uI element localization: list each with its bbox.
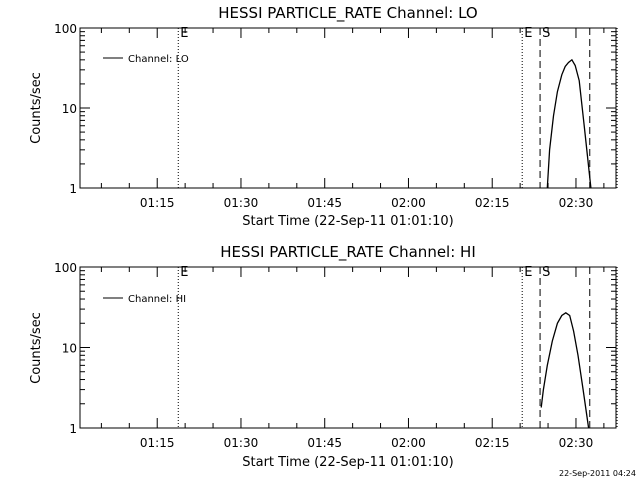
y-axis-label: Counts/sec (29, 312, 44, 384)
y-tick-label: 1 (69, 182, 77, 196)
chart-panel-lo: HESSI PARTICLE_RATE Channel: LO 1 10 100 0… (29, 4, 618, 229)
plot-frame (79, 27, 617, 189)
x-tick-label: 02:30 (559, 196, 594, 210)
chart-title: HESSI PARTICLE_RATE Channel: LO (218, 4, 477, 23)
legend: Channel: HI (103, 294, 186, 305)
marker-label: S (542, 26, 550, 41)
marker-label: S (542, 265, 550, 280)
x-tick-label: 02:15 (475, 436, 510, 450)
marker-label: E (524, 265, 532, 280)
y-tick-label: 10 (62, 342, 77, 356)
marker-label: E (180, 265, 188, 280)
x-tick-label: 02:00 (391, 196, 426, 210)
x-tick-label: 01:30 (224, 196, 259, 210)
x-tick-label: 01:30 (224, 436, 259, 450)
x-tick-label: 01:15 (140, 196, 175, 210)
x-tick-label: 02:30 (559, 436, 594, 450)
x-tick-label: 02:00 (391, 436, 426, 450)
x-tick-label: 01:45 (307, 436, 342, 450)
x-tick-label: 01:15 (140, 436, 175, 450)
x-axis: 01:15 01:30 01:45 02:00 02:15 02:30 (100, 28, 605, 210)
chart-title: HESSI PARTICLE_RATE Channel: HI (220, 243, 476, 262)
series-group (546, 58, 592, 189)
plot-frame (79, 266, 617, 429)
x-axis: 01:15 01:30 01:45 02:00 02:15 02:30 (100, 267, 605, 450)
series-line (540, 312, 590, 429)
chart-panel-hi: HESSI PARTICLE_RATE Channel: HI 1 10 100 0… (29, 243, 618, 470)
y-axis-label: Counts/sec (29, 72, 44, 144)
legend-label: Channel: HI (128, 294, 186, 305)
marker-label: E (524, 26, 532, 41)
y-tick-label: 1 (69, 422, 77, 436)
x-axis-label: Start Time (22-Sep-11 01:01:10) (242, 214, 453, 229)
x-tick-label: 02:15 (475, 196, 510, 210)
legend-label: Channel: LO (128, 54, 189, 65)
x-tick-label: 01:45 (307, 196, 342, 210)
series-group (540, 312, 590, 429)
y-tick-label: 100 (54, 22, 77, 36)
x-axis-label: Start Time (22-Sep-11 01:01:10) (242, 455, 453, 470)
series-line (546, 58, 592, 189)
y-axis: 1 10 100 (54, 261, 616, 436)
y-tick-label: 10 (62, 102, 77, 116)
y-tick-label: 100 (54, 261, 77, 275)
y-axis: 1 10 100 (54, 22, 616, 196)
legend: Channel: LO (103, 54, 189, 65)
marker-label: E (180, 26, 188, 41)
footer-timestamp: 22-Sep-2011 04:24 (559, 469, 636, 478)
